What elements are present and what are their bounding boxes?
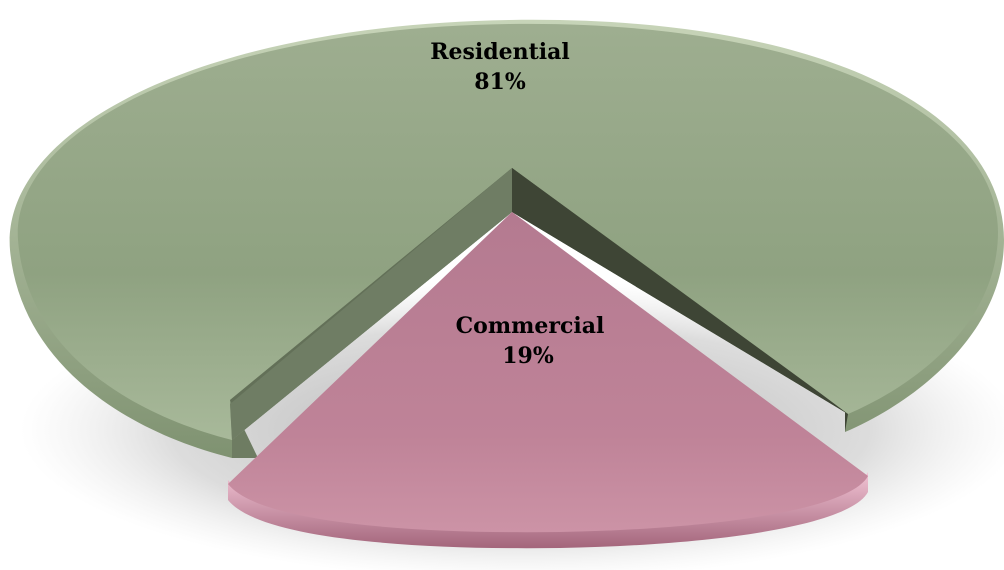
commercial-rim xyxy=(228,472,868,549)
residential-percent: 81% xyxy=(474,69,526,95)
residential-notch-right xyxy=(512,168,848,414)
commercial-top xyxy=(228,212,868,533)
pie-slice-residential xyxy=(9,19,1004,458)
pie-slice-commercial xyxy=(228,212,868,549)
residential-top xyxy=(17,23,998,440)
residential-notch-left xyxy=(230,168,512,440)
commercial-percent: 19% xyxy=(502,343,554,369)
residential-label: Residential xyxy=(430,39,570,65)
commercial-label: Commercial xyxy=(456,313,605,339)
